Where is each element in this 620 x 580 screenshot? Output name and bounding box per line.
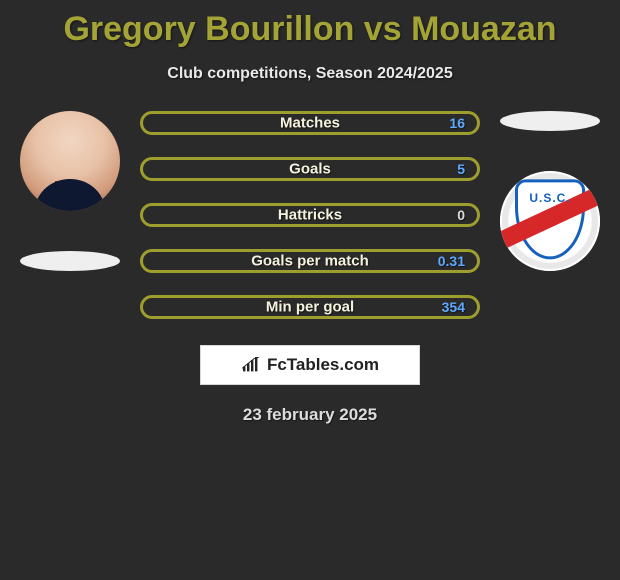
- subtitle: Club competitions, Season 2024/2025: [0, 65, 620, 83]
- source-logo: FcTables.com: [200, 345, 420, 385]
- date-label: 23 february 2025: [0, 405, 620, 425]
- stat-bar-label: Min per goal: [266, 299, 354, 316]
- stat-bar-label: Goals per match: [251, 253, 369, 270]
- right-plinth: [500, 111, 600, 131]
- stat-bar-value: 5: [457, 161, 465, 177]
- source-logo-text: FcTables.com: [267, 355, 379, 375]
- stat-bar: Min per goal 354: [140, 295, 480, 319]
- stat-bar: Goals 5: [140, 157, 480, 181]
- stat-bar-value: 0: [457, 207, 465, 223]
- stat-bar-label: Hattricks: [278, 207, 342, 224]
- stat-bar-value: 16: [449, 115, 465, 131]
- player-headshot: [20, 111, 120, 211]
- page-title: Gregory Bourillon vs Mouazan: [0, 10, 620, 49]
- club-crest: U.S.C.: [500, 171, 600, 271]
- jersey-stripe: [70, 181, 80, 211]
- stat-bars: Matches 16 Goals 5 Hattricks 0 Goals per match…: [140, 111, 480, 319]
- stat-bar: Hattricks 0: [140, 203, 480, 227]
- right-player-column: U.S.C.: [490, 111, 610, 271]
- stat-bar: Goals per match 0.31: [140, 249, 480, 273]
- barchart-icon: [241, 357, 261, 373]
- left-player-column: [10, 111, 130, 271]
- left-plinth: [20, 251, 120, 271]
- comparison-stage: U.S.C. Matches 16 Goals 5 Hattricks 0 Goals pe…: [0, 111, 620, 319]
- stat-bar-value: 354: [442, 299, 465, 315]
- stat-bar-value: 0.31: [438, 253, 465, 269]
- crest-letters: U.S.C.: [529, 191, 570, 205]
- stat-bar-label: Matches: [280, 115, 340, 132]
- stat-bar-label: Goals: [289, 161, 331, 178]
- stat-bar: Matches 16: [140, 111, 480, 135]
- jersey-stripe: [55, 181, 65, 211]
